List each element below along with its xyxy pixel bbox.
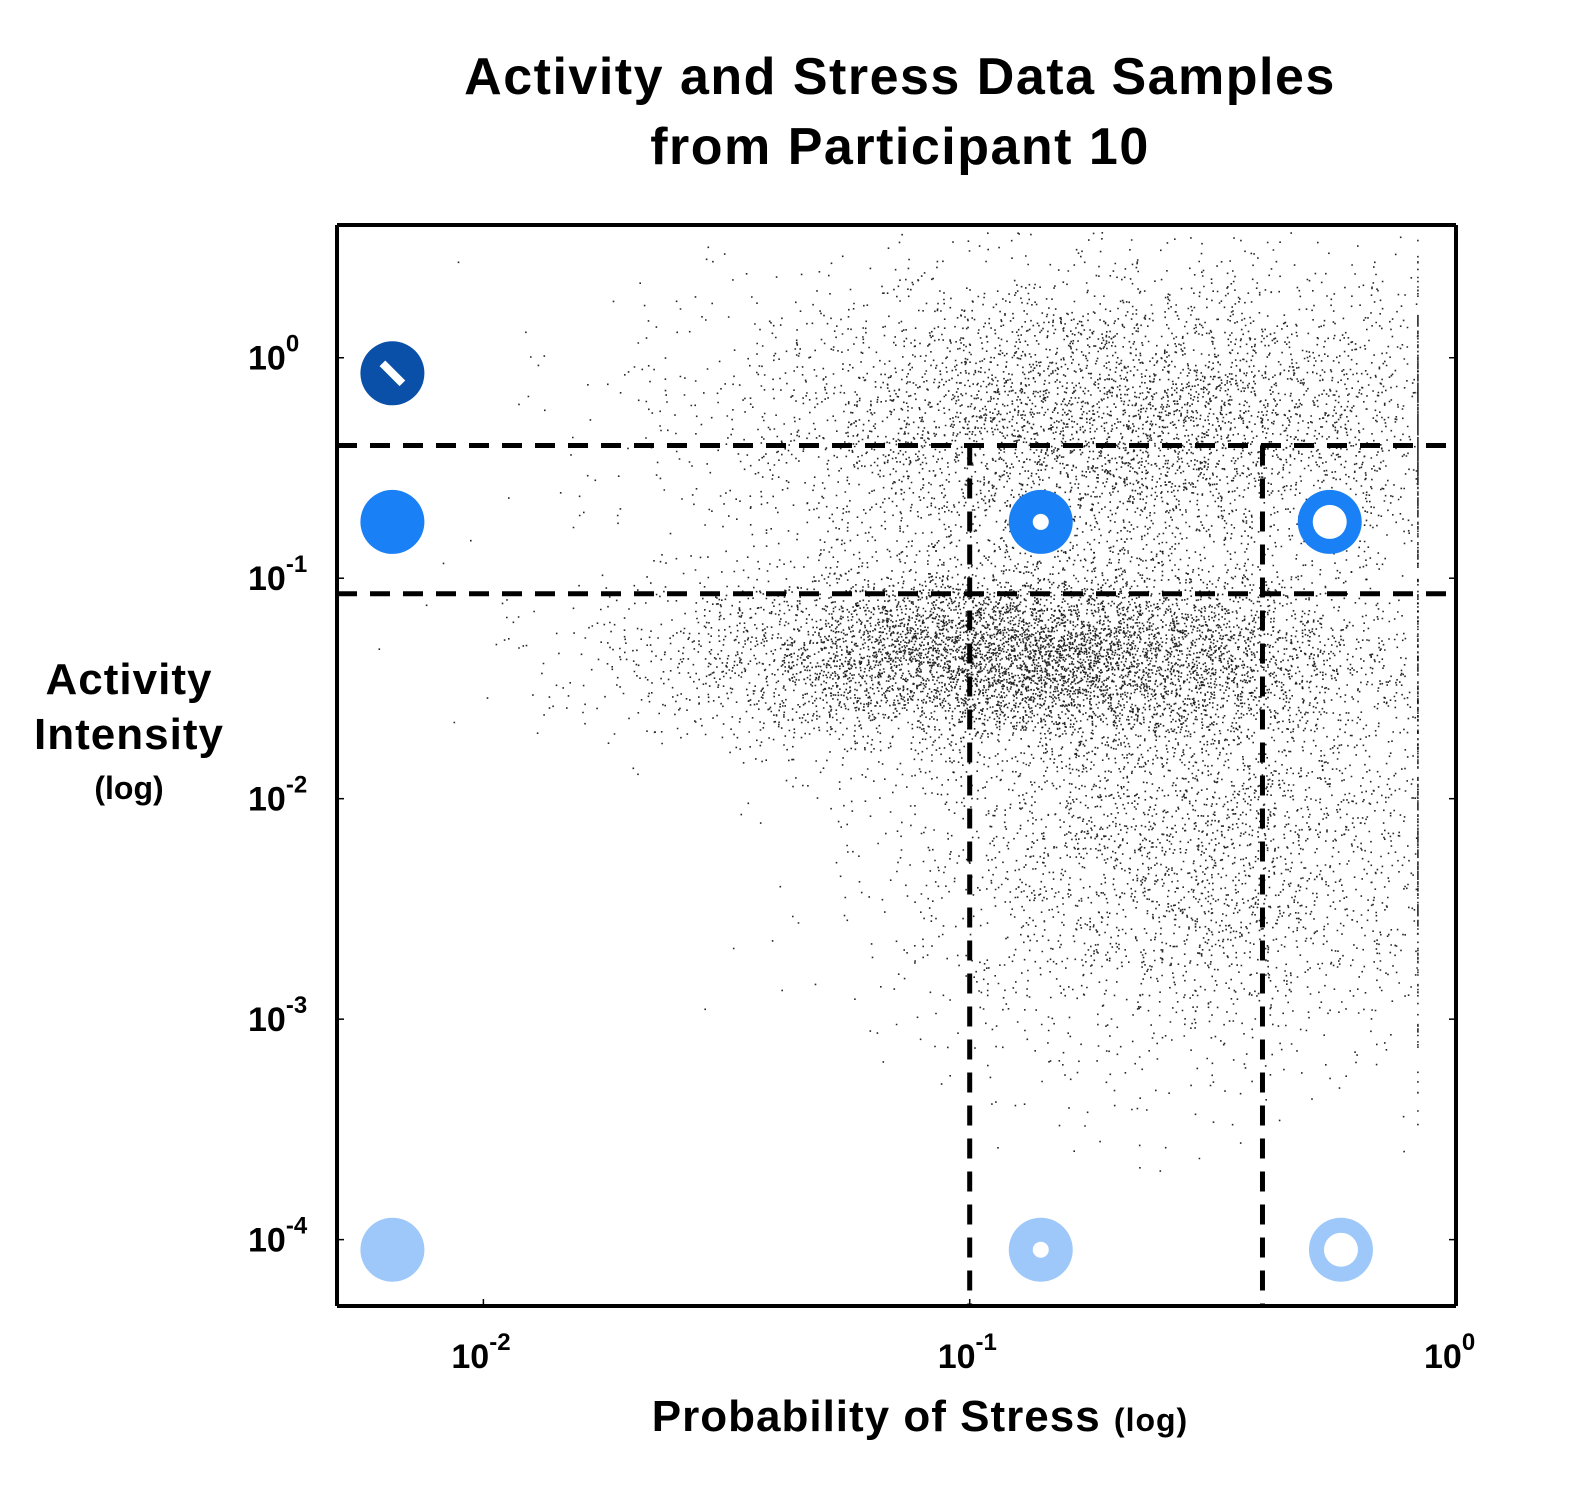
marker-hole (1323, 1232, 1358, 1267)
marker-filled-1 (360, 489, 425, 554)
y-tick-base: 10 (248, 1222, 286, 1260)
y-axis-label-line2: Intensity (34, 710, 224, 759)
threshold-lines (337, 442, 1456, 1306)
y-tick-exponent: -3 (286, 992, 307, 1019)
y-tick-label-4: 10-4 (248, 1213, 308, 1260)
marker-slash (379, 360, 406, 387)
x-axis-label-main: Probability of Stress (651, 1392, 1101, 1441)
marker-ring-small-hole-2 (1008, 489, 1073, 554)
y-tick-exponent: -1 (286, 551, 307, 578)
marker-filled-4 (360, 1217, 425, 1282)
marker-hole (1032, 1241, 1049, 1258)
point-cluster-0 (378, 466, 1419, 835)
marker-hole (1312, 504, 1347, 539)
x-tick-label-1: 10-1 (938, 1329, 997, 1376)
x-tick-base: 10 (451, 1338, 489, 1376)
y-tick-exponent: 0 (286, 331, 299, 358)
point-cluster-2 (695, 370, 1419, 1172)
y-tick-exponent: -2 (286, 772, 307, 799)
legend-markers (360, 341, 1373, 1282)
marker-ring-big-hole-3 (1297, 489, 1362, 554)
y-tick-label-0: 100 (248, 331, 299, 378)
marker-slash-0 (360, 341, 425, 406)
x-tick-base: 10 (1424, 1338, 1462, 1376)
y-tick-base: 10 (248, 781, 286, 819)
chart-title-line2: from Participant 10 (650, 118, 1150, 176)
x-axis-label: Probability of Stress (log) (380, 1392, 1460, 1442)
marker-ring-big-hole-6 (1308, 1217, 1373, 1282)
y-tick-exponent: -4 (286, 1213, 308, 1240)
x-tick-exponent: -1 (976, 1329, 997, 1356)
y-tick-base: 10 (248, 1001, 286, 1039)
x-tick-base: 10 (938, 1338, 976, 1376)
point-cluster-path (457, 232, 1419, 687)
y-tick-base: 10 (248, 340, 286, 378)
chart-title-line1: Activity and Stress Data Samples (464, 48, 1336, 106)
point-cluster-path (695, 370, 1419, 1172)
marker-ring-small-hole-5 (1008, 1217, 1073, 1282)
x-axis-label-suffix: (log) (1113, 1402, 1189, 1438)
x-tick-label-0: 10-2 (451, 1329, 510, 1376)
y-tick-label-3: 10-3 (248, 992, 307, 1039)
marker-circle (360, 489, 425, 554)
y-tick-label-1: 10-1 (248, 551, 307, 598)
point-cluster-1 (457, 232, 1419, 687)
data-points (378, 232, 1419, 1172)
marker-hole (1032, 513, 1049, 530)
y-tick-base: 10 (248, 560, 286, 598)
x-tick-exponent: 0 (1462, 1329, 1475, 1356)
marker-circle (360, 1217, 425, 1282)
x-tick-exponent: -2 (489, 1329, 510, 1356)
point-cluster-path (378, 466, 1419, 835)
y-tick-label-2: 10-2 (248, 772, 307, 819)
x-tick-label-2: 100 (1424, 1329, 1475, 1376)
y-axis-label-line3: (log) (94, 770, 164, 806)
y-axis-label-line1: Activity (45, 655, 213, 704)
